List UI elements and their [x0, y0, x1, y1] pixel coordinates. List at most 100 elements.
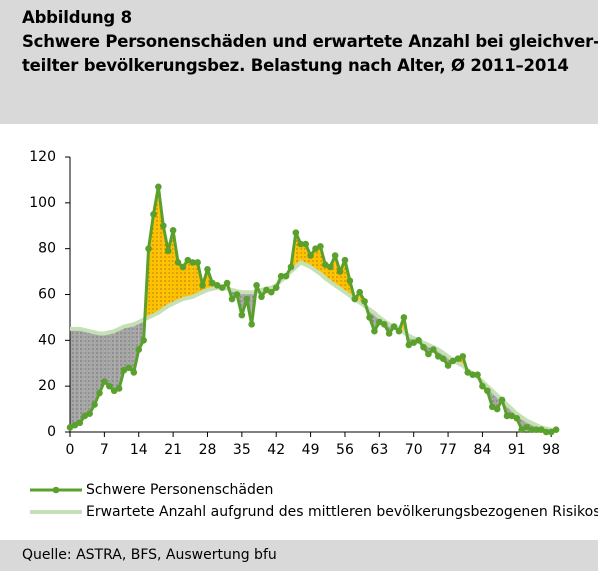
data-point: [400, 314, 408, 321]
data-point: [425, 350, 432, 358]
y-tick-label: 0: [47, 424, 56, 440]
data-point: [233, 291, 241, 298]
series-line: [70, 260, 557, 432]
data-point: [454, 355, 462, 362]
data-point: [110, 387, 118, 395]
data-point: [479, 382, 486, 390]
data-point: [552, 426, 560, 434]
data-point: [434, 353, 442, 360]
difference-area: [124, 325, 129, 371]
data-point: [518, 426, 526, 434]
data-point: [159, 222, 167, 230]
data-point: [204, 265, 211, 273]
y-tick-label: 20: [38, 378, 56, 394]
x-tick-label: 56: [336, 442, 354, 458]
data-point: [199, 282, 206, 289]
x-tick-label: 98: [542, 442, 560, 458]
data-point: [420, 343, 427, 351]
data-point: [444, 362, 452, 369]
difference-area: [192, 262, 198, 297]
difference-area: [89, 331, 95, 414]
data-point: [503, 412, 511, 420]
data-point: [542, 428, 550, 436]
data-point: [238, 311, 246, 319]
difference-area: [79, 328, 85, 423]
data-point: [410, 339, 418, 346]
difference-area: [178, 262, 183, 302]
source: Quelle: ASTRA, BFS, Auswertung bfu: [22, 547, 277, 563]
data-point: [459, 353, 467, 360]
data-point: [76, 419, 84, 427]
data-point: [189, 259, 197, 266]
data-point: [469, 371, 476, 379]
data-point: [533, 426, 540, 434]
difference-area: [340, 260, 345, 293]
data-point: [130, 369, 138, 376]
legend-label: Erwartete Anzahl aufgrund des mittleren …: [86, 504, 598, 520]
difference-area: [153, 186, 159, 316]
data-point: [184, 256, 192, 264]
data-point: [169, 227, 177, 234]
data-point: [101, 378, 108, 385]
data-point: [371, 327, 378, 335]
data-point: [263, 286, 270, 294]
difference-area: [94, 332, 100, 405]
y-tick-label: 120: [29, 149, 56, 165]
data-point: [115, 385, 123, 392]
data-point: [86, 410, 93, 417]
chart: 0 20 40 60 80 100 120 0 7 14 21 28 35 42 49 56 63 70 77 84 9…: [29, 149, 598, 520]
data-point: [493, 405, 501, 413]
y-tick-label: 40: [38, 332, 56, 348]
data-point: [71, 421, 79, 429]
y-tick-label: 60: [38, 287, 56, 303]
data-point: [390, 323, 398, 330]
difference-area: [70, 328, 75, 428]
data-point: [96, 389, 103, 397]
data-point: [272, 284, 280, 291]
data-point: [395, 327, 403, 335]
data-point: [297, 240, 305, 248]
data-point: [81, 412, 89, 420]
x-tick-label: 35: [233, 442, 251, 458]
data-point: [268, 288, 275, 296]
data-point: [322, 261, 329, 269]
difference-area: [187, 260, 193, 298]
data-point: [331, 252, 339, 259]
data-point: [243, 295, 251, 303]
data-point: [282, 272, 290, 280]
difference-area: [109, 331, 115, 391]
x-tick-label: 7: [100, 442, 109, 458]
data-point: [484, 387, 491, 395]
x-tick-label: 70: [405, 442, 423, 458]
data-point: [214, 282, 221, 289]
x-tick-label: 84: [474, 442, 492, 458]
difference-area: [99, 333, 105, 394]
difference-area: [128, 324, 134, 373]
difference-area: [104, 332, 110, 387]
data-point: [405, 341, 413, 349]
chart-title: teilter bevölkerungsbez. Belastung nach …: [22, 56, 569, 75]
x-tick-label: 63: [370, 442, 388, 458]
data-point: [528, 426, 535, 434]
data-point: [449, 357, 457, 365]
chart-title: Schwere Personenschäden und erwartete An…: [22, 32, 598, 51]
data-point: [145, 245, 152, 252]
data-point: [312, 245, 319, 252]
difference-area: [315, 246, 321, 274]
x-tick-label: 14: [130, 442, 148, 458]
data-point: [380, 320, 388, 328]
data-point: [317, 243, 324, 250]
data-point: [356, 288, 363, 296]
difference-area: [74, 328, 80, 426]
data-point: [174, 259, 182, 266]
data-point: [547, 428, 555, 436]
data-point: [513, 414, 521, 422]
data-point: [287, 263, 295, 271]
x-tick-label: 77: [439, 442, 457, 458]
data-point: [155, 183, 162, 191]
data-point: [336, 268, 344, 275]
x-tick-label: 21: [164, 442, 182, 458]
legend-marker: [52, 486, 60, 494]
data-point: [307, 252, 314, 259]
